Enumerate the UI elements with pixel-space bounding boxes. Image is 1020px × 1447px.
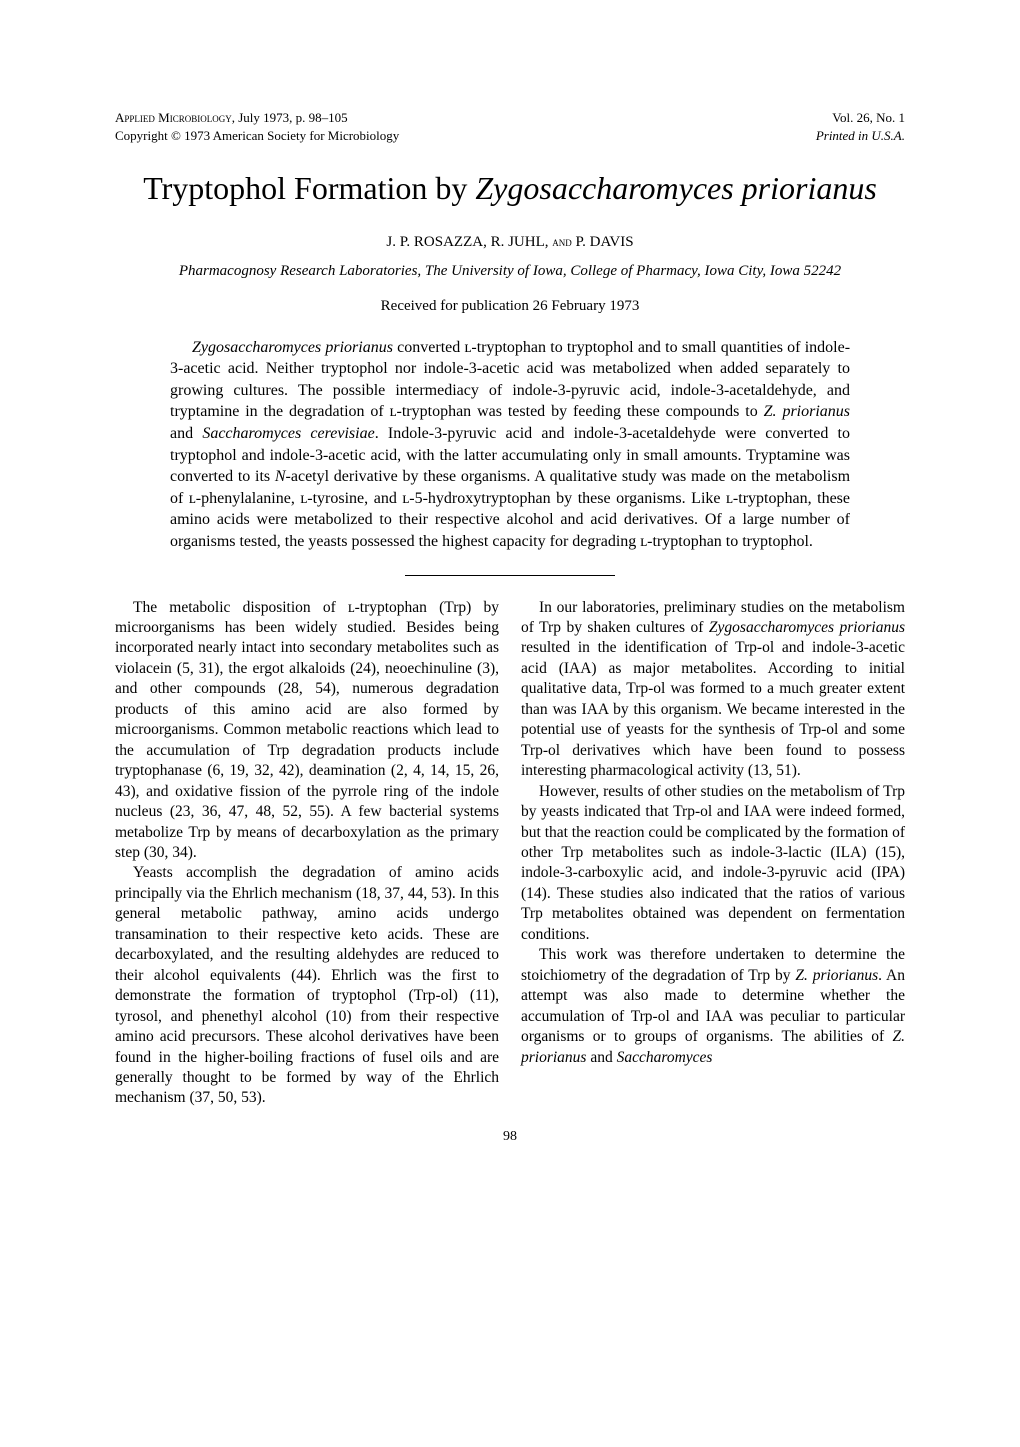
volume-info: Vol. 26, No. 1 [832,110,905,126]
right-p2: However, results of other studies on the… [521,782,905,946]
article-title: Tryptophol Formation by Zygosaccharomyce… [115,168,905,210]
body-columns: The metabolic disposition of ʟ-tryptopha… [115,598,905,1109]
journal-name: Applied Microbiology, [115,110,235,125]
last-author: P. DAVIS [572,234,634,250]
printed-in: Printed in U.S.A. [816,128,905,144]
copyright: Copyright © 1973 American Society for Mi… [115,128,399,144]
affiliation: Pharmacognosy Research Laboratories, The… [115,263,905,280]
title-species: Zygosaccharomyces priorianus [475,170,876,206]
abstract: Zygosaccharomyces priorianus converted ʟ… [170,337,850,553]
right-column: In our laboratories, preliminary studies… [521,598,905,1109]
journal-info: Applied Microbiology, July 1973, p. 98–1… [115,110,348,126]
running-header-2: Copyright © 1973 American Society for Mi… [115,128,905,144]
issue-info: July 1973, p. 98–105 [238,110,347,125]
left-column: The metabolic disposition of ʟ-tryptopha… [115,598,499,1109]
abstract-text: Zygosaccharomyces priorianus converted ʟ… [170,337,850,553]
section-separator [405,575,615,576]
received-date: Received for publication 26 February 197… [115,298,905,315]
author-list: J. P. ROSAZZA, R. JUHL, [386,234,552,250]
running-header: Applied Microbiology, July 1973, p. 98–1… [115,110,905,126]
left-p1: The metabolic disposition of ʟ-tryptopha… [115,598,499,864]
left-p2: Yeasts accomplish the degradation of ami… [115,863,499,1108]
authors: J. P. ROSAZZA, R. JUHL, and P. DAVIS [115,234,905,251]
and-word: and [552,234,572,249]
right-p3: This work was therefore undertaken to de… [521,945,905,1068]
right-p1: In our laboratories, preliminary studies… [521,598,905,782]
title-main: Tryptophol Formation by [143,170,475,206]
page-number: 98 [115,1129,905,1145]
